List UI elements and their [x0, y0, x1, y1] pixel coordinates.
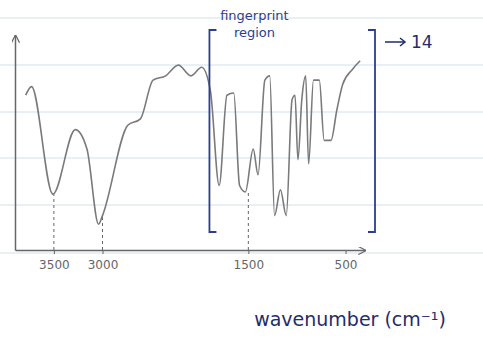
x-axis-line	[16, 250, 366, 252]
x-tick: 1500	[234, 250, 265, 272]
x-tick: 3000	[88, 250, 119, 272]
y-axis-line	[15, 36, 17, 251]
paper	[0, 18, 483, 253]
chart: 3500 3000 1500 500 wavenumber (cm⁻¹) fingerpr…	[0, 0, 483, 340]
fingerprint-annotation: fingerprintregion 14	[209, 8, 432, 232]
guide-line	[102, 216, 103, 250]
x-tick-label: 500	[335, 258, 358, 272]
x-axis: 3500 3000 1500 500	[16, 250, 366, 272]
x-tick-label: 3500	[39, 258, 70, 272]
x-tick-label: 3000	[88, 258, 119, 272]
x-tick-mark	[346, 250, 347, 254]
annotation-note: 14	[411, 32, 433, 52]
x-tick-mark	[103, 250, 104, 254]
guide-line	[248, 192, 249, 250]
x-tick-mark	[54, 250, 55, 254]
paper-rule	[0, 112, 483, 113]
x-tick-mark	[248, 250, 249, 254]
annotation-arrowhead	[400, 38, 405, 46]
x-tick: 500	[335, 250, 358, 272]
bracket-left	[209, 30, 216, 232]
annotation-label: fingerprintregion	[220, 8, 289, 40]
y-axis	[15, 36, 16, 251]
x-axis-title: wavenumber (cm⁻¹)	[254, 308, 446, 330]
x-tick: 3500	[39, 250, 70, 272]
x-tick-label: 1500	[234, 258, 265, 272]
bracket-right	[368, 30, 375, 232]
plot-area	[26, 61, 360, 250]
paper-rule	[0, 65, 483, 66]
annotation-arrow	[385, 41, 405, 43]
paper-rule	[0, 158, 483, 159]
paper-rule	[0, 205, 483, 206]
guide-line	[53, 194, 54, 250]
paper-rule	[0, 253, 483, 254]
spectrum-line	[26, 61, 360, 224]
